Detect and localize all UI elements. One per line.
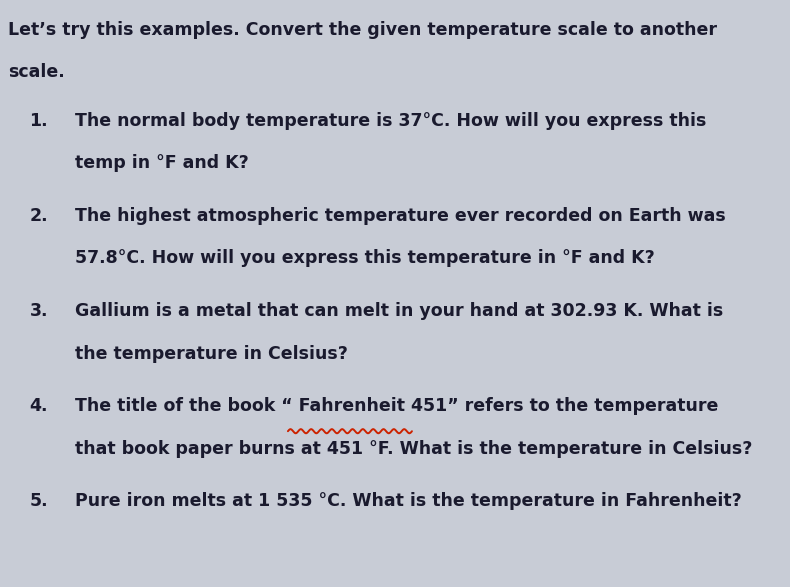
Text: The normal body temperature is 37°C. How will you express this: The normal body temperature is 37°C. How…	[75, 112, 706, 130]
Text: scale.: scale.	[8, 63, 65, 81]
Text: 5.: 5.	[29, 492, 48, 511]
Text: Gallium is a metal that can melt in your hand at 302.93 K. What is: Gallium is a metal that can melt in your…	[75, 302, 724, 321]
Text: 4.: 4.	[29, 397, 48, 416]
Text: 2.: 2.	[29, 207, 48, 225]
Text: 1.: 1.	[29, 112, 48, 130]
Text: the temperature in Celsius?: the temperature in Celsius?	[75, 345, 348, 363]
Text: The title of the book “ Fahrenheit 451” refers to the temperature: The title of the book “ Fahrenheit 451” …	[75, 397, 719, 416]
Text: temp in °F and K?: temp in °F and K?	[75, 154, 249, 173]
Text: 57.8°C. How will you express this temperature in °F and K?: 57.8°C. How will you express this temper…	[75, 249, 655, 268]
Text: that book paper burns at 451 °F. What is the temperature in Celsius?: that book paper burns at 451 °F. What is…	[75, 440, 753, 458]
Text: Let’s try this examples. Convert the given temperature scale to another: Let’s try this examples. Convert the giv…	[8, 21, 717, 39]
Text: 3.: 3.	[29, 302, 48, 321]
Text: Pure iron melts at 1 535 °C. What is the temperature in Fahrenheit?: Pure iron melts at 1 535 °C. What is the…	[75, 492, 742, 511]
Text: The highest atmospheric temperature ever recorded on Earth was: The highest atmospheric temperature ever…	[75, 207, 726, 225]
